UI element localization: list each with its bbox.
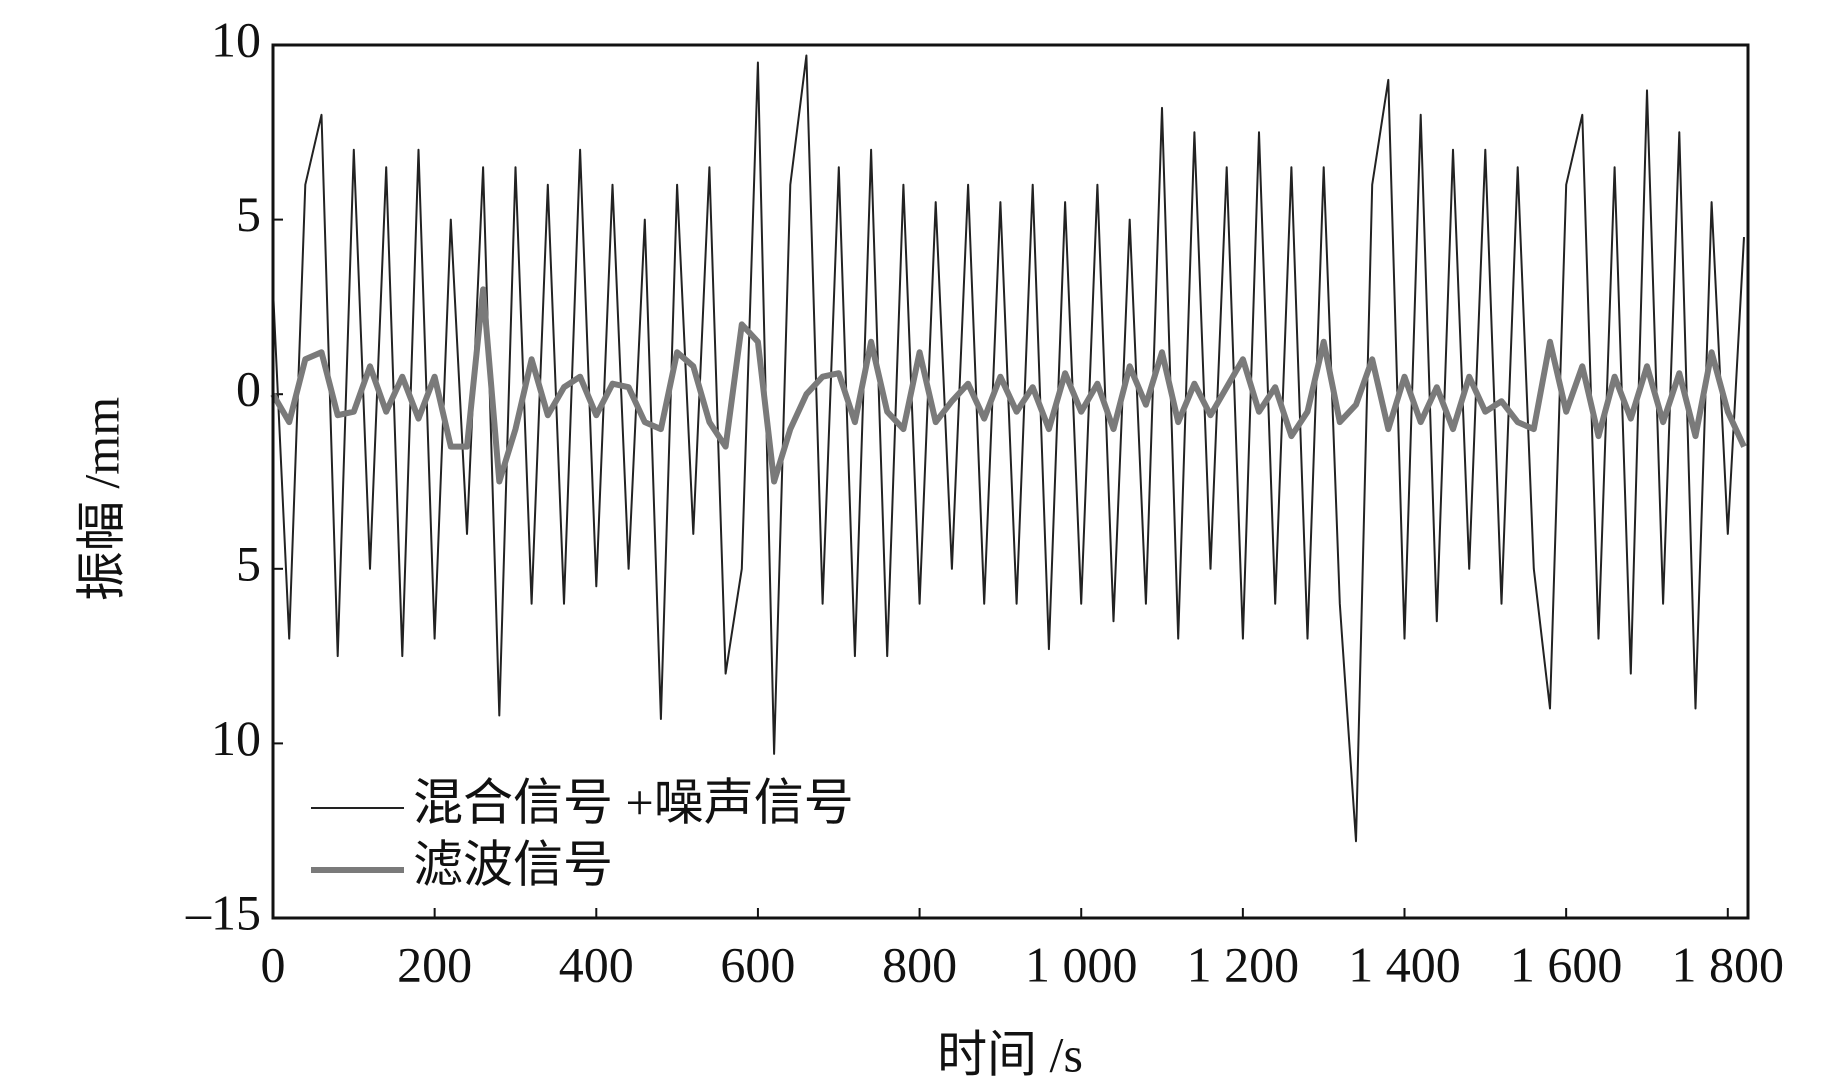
y-tick-label: 10 — [211, 710, 261, 766]
legend-label: 混合信号 +噪声信号 — [413, 774, 854, 830]
y-tick-label: –15 — [185, 884, 261, 940]
y-tick-label: 5 — [236, 186, 261, 242]
x-tick-label: 600 — [720, 936, 795, 992]
series-line — [272, 54, 1745, 843]
x-tick-label: 1 800 — [1672, 936, 1785, 992]
y-tick-label: 10 — [211, 11, 261, 67]
x-axis-title: 时间 /s — [937, 1026, 1083, 1082]
x-tick-label: 0 — [261, 936, 286, 992]
x-tick-label: 1 200 — [1187, 936, 1300, 992]
y-tick-label: 0 — [236, 361, 261, 417]
y-tick-label: 5 — [236, 535, 261, 591]
plot-frame — [271, 43, 1750, 920]
legend-label: 滤波信号 — [413, 836, 613, 892]
x-tick-label: 1 400 — [1348, 936, 1461, 992]
x-tick-label: 1 000 — [1025, 936, 1138, 992]
x-tick-label: 800 — [882, 936, 957, 992]
x-tick-label: 400 — [559, 936, 634, 992]
y-axis-title: 振幅 /mm — [73, 397, 129, 601]
x-tick-label: 1 600 — [1510, 936, 1623, 992]
x-tick-label: 200 — [397, 936, 472, 992]
series-line — [270, 286, 1747, 485]
